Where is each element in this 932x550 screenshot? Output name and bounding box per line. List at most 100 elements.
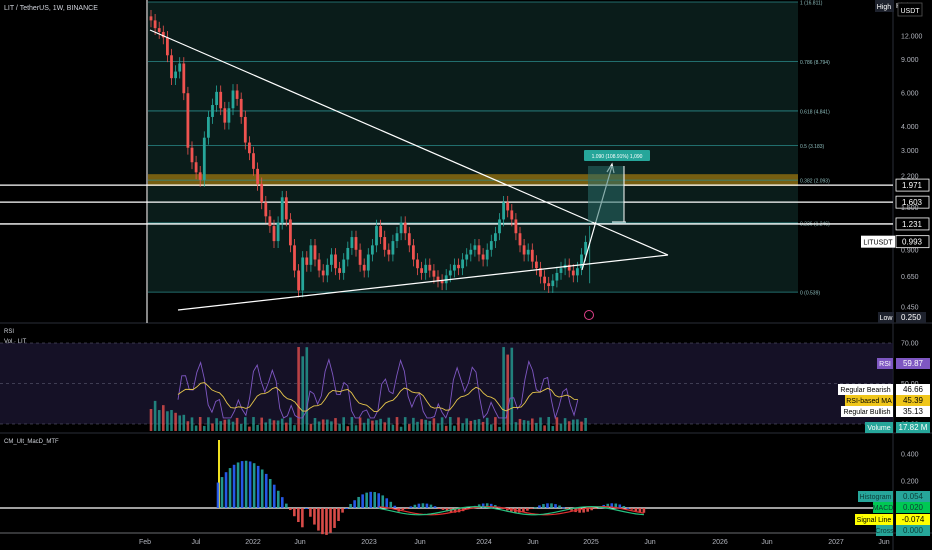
volume-bar [330,421,333,431]
volume-bar [198,417,202,431]
candle-body [571,270,575,276]
candle-body [170,55,173,79]
macd-histogram-bar [526,508,529,511]
measure-label-box [584,150,650,161]
candle-body [567,264,571,271]
macd-histogram-bar [260,469,264,508]
badge-value-box [896,406,930,417]
symbol-tag-label: LITUSDT [863,240,893,247]
badge-value-box [896,384,930,395]
macd-histogram-bar [445,508,449,512]
compass-icon [584,310,594,320]
volume-bar [563,418,567,431]
candle-body [153,20,157,29]
rsi-badge: Regular Bearish 46.66 [838,384,930,395]
macd-histogram-bar [216,482,220,508]
symbol-tag-box [861,235,895,248]
candle-body [391,241,395,255]
volume-bar [551,426,555,431]
candle-body [420,268,423,273]
candle-body [502,202,505,220]
macd-histogram-bar [345,508,348,509]
candle-body [317,259,321,271]
volume-bar [227,419,231,431]
candle-body [375,226,378,246]
candle-body [334,254,337,269]
macd-histogram-bar [256,465,260,508]
volume-bar [420,419,423,431]
volume-bar [490,424,493,431]
volume-bar [383,422,386,431]
macd-histogram-bar [642,508,646,513]
badge-name-box [865,422,893,433]
candle-body [399,222,403,234]
volume-bar [157,410,161,431]
volume-bar [522,420,526,431]
candle-body [215,91,218,106]
volume-bar [465,418,468,431]
measure-box [588,166,624,222]
macd-histogram-bar [542,504,545,508]
macd-histogram-bar [433,506,437,508]
volume-bar [461,423,464,431]
volume-bar [248,426,251,431]
candle-body [461,259,464,269]
macd-histogram-bar [276,490,280,508]
candle-body [166,37,169,56]
volume-bar [313,418,317,431]
macd-histogram-bar [485,503,489,508]
volume-bar [498,426,501,431]
volume-bar [321,419,325,431]
candle-body [559,268,563,273]
volume-bar [244,417,247,431]
macd-badge: Histogram 0.054 [858,491,930,502]
candle-body [194,162,198,173]
macd-histogram-bar [321,508,324,535]
candle-body [424,264,428,273]
badge-value: 0.054 [903,492,924,501]
time-axis-label: Jul [192,539,201,546]
volume-bar [362,422,366,431]
macd-histogram-bar [554,504,557,508]
badge-value-box [896,491,930,502]
volume-bar [444,425,448,431]
candle-body [432,270,436,277]
candle-body [272,226,276,242]
candle-body [284,197,288,220]
candle-body [526,249,530,255]
rsi-badge: RSI-based MA 45.39 [845,395,930,406]
volume-bar [174,412,177,431]
candle-body [301,257,305,291]
volume-bar [432,418,436,431]
candle-body [465,254,469,260]
candle-body [522,245,526,255]
macd-histogram-bar [457,508,461,513]
volume-bar [186,421,190,431]
volume-title: Vol · LIT [4,339,27,345]
candle-body [412,245,415,260]
macd-histogram-bar [550,503,553,508]
time-axis-label: 2023 [361,539,377,546]
candle-body [149,16,153,21]
candle-body [416,259,419,269]
macd-histogram-bar [518,508,521,513]
badge-name: Regular Bullish [843,409,890,416]
macd-histogram-bar [224,472,228,508]
low-tag-label: Low [880,315,894,322]
macd-histogram-bar [228,468,232,508]
badge-value: 59.87 [903,359,924,368]
candle-body [506,202,510,211]
volume-bar [576,419,579,431]
volume-bar [453,425,456,431]
macd-histogram-bar [236,462,240,508]
macd-histogram-bar [244,460,248,508]
price-line-tag: 1.971 [895,178,930,192]
volume-bar [477,419,481,431]
candle-body [198,172,202,180]
volume-bar [358,417,362,431]
badge-name: Cross [875,528,894,535]
candle-body [584,241,587,255]
volume-bar [555,417,559,431]
time-axis-label: Jun [527,539,538,546]
